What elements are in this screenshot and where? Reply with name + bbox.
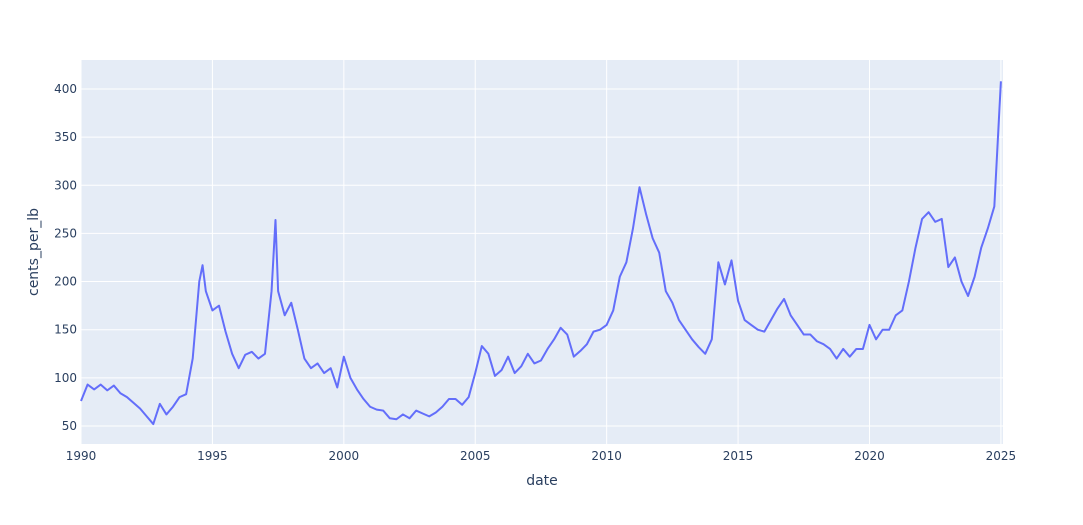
- y-tick-label: 300: [54, 178, 77, 192]
- y-tick-label: 400: [54, 82, 77, 96]
- y-tick-label: 250: [54, 226, 77, 240]
- x-tick-label: 2010: [591, 449, 622, 463]
- x-tick-label: 2025: [986, 449, 1017, 463]
- y-tick-label: 200: [54, 275, 77, 289]
- x-axis-title: date: [526, 473, 558, 489]
- x-tick-label: 2000: [329, 449, 360, 463]
- x-tick-label: 2005: [460, 449, 491, 463]
- y-tick-label: 350: [54, 130, 77, 144]
- x-tick-label: 2015: [723, 449, 754, 463]
- y-tick-label: 150: [54, 323, 77, 337]
- data-line: [80, 81, 1002, 426]
- x-tick-label: 1990: [66, 449, 97, 463]
- plot-area: [81, 60, 1003, 444]
- y-axis-title: cents_per_lb: [26, 208, 42, 296]
- x-tick-label: 1995: [197, 449, 228, 463]
- y-tick-label: 100: [54, 371, 77, 385]
- x-tick-label: 2020: [854, 449, 885, 463]
- y-tick-label: 50: [62, 419, 77, 433]
